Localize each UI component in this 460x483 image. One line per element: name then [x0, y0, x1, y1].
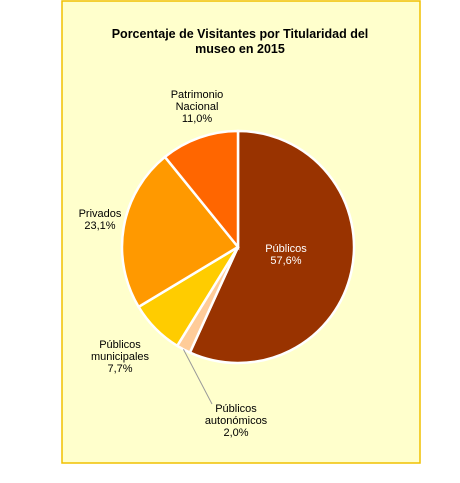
slice-value-label: 23,1% [84, 220, 115, 232]
leader-line [183, 349, 213, 405]
pie-slice [120, 155, 240, 309]
chart-title: Porcentaje de Visitantes por Titularidad… [112, 27, 369, 56]
slice-label: Públicos [265, 243, 307, 255]
slice-value-label: 2,0% [223, 427, 248, 439]
slice-value-label: 57,6% [270, 255, 301, 267]
slice-value-label: 7,7% [107, 363, 132, 375]
slice-label: Públicos autonómicos [205, 403, 268, 427]
slice-label: Públicos municipales [91, 339, 150, 363]
slice-label: Patrimonio Nacional [171, 89, 224, 113]
slice-label: Privados [79, 208, 122, 220]
pie-slice [163, 129, 240, 251]
pie-slice [188, 129, 356, 365]
slice-value-label: 11,0% [182, 113, 213, 125]
